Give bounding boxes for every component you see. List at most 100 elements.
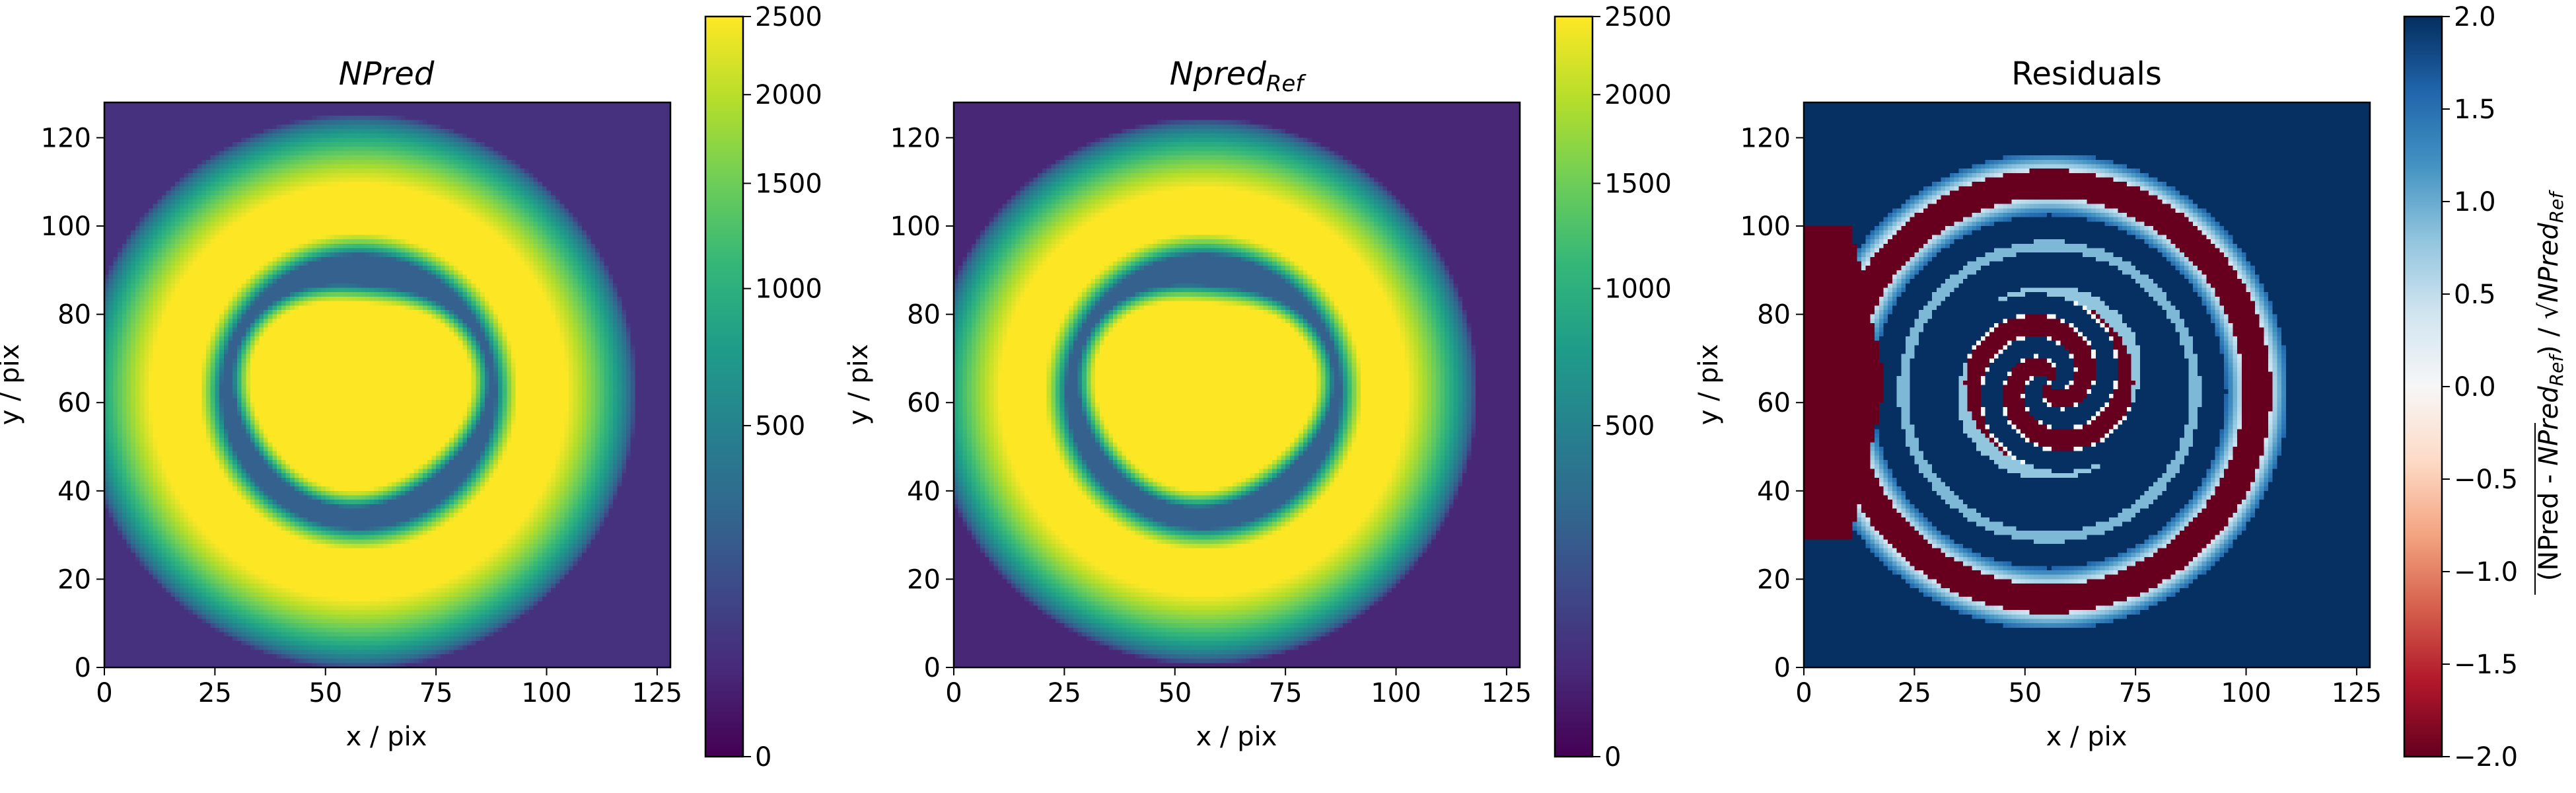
npred-x-axis-label: x / pix	[346, 722, 427, 752]
y-tick-label: 20	[1757, 564, 1791, 595]
x-tick-label: 100	[2221, 678, 2271, 708]
npred-axes-frame	[103, 101, 672, 669]
npred-ref-colorbar	[1555, 17, 1592, 757]
npred-ref-colorbar-frame	[1554, 15, 1594, 758]
y-tick-label: 60	[907, 388, 941, 418]
residuals-x-ticks: 0 25 50 75 100 125	[1795, 667, 2382, 708]
residuals-title: Residuals	[2011, 56, 2162, 93]
npred-y-axis-label: y / pix	[0, 344, 25, 426]
y-tick-label: 120	[1740, 123, 1791, 153]
y-tick-label: 100	[1740, 211, 1791, 242]
residuals-panel: Residuals 0 25 50 75 100 125 020406080100120 …	[1694, 2, 2567, 773]
x-tick-label: 0	[1795, 678, 1812, 708]
colorbar-tick-label: 2000	[1604, 80, 1672, 110]
colorbar-tick-label: 2.0	[2454, 2, 2496, 32]
x-tick-label: 125	[2332, 678, 2382, 708]
npred-ref-heatmap	[954, 102, 1520, 667]
cbar-label-part-3: ) / √	[2534, 302, 2564, 356]
npred-title: NPred	[339, 56, 435, 93]
x-tick-label: 75	[419, 678, 453, 708]
x-tick-label: 25	[1898, 678, 1931, 708]
x-tick-label: 50	[2008, 678, 2042, 708]
x-tick-label: 50	[308, 678, 342, 708]
y-tick-label: 0	[75, 653, 91, 683]
residuals-heatmap	[1804, 102, 2370, 667]
x-tick-label: 0	[96, 678, 112, 708]
residuals-y-ticks: 0 20 40 60 80 100 120	[1740, 123, 1804, 683]
npred-ref-colorbar-ticks: 0 500 1000 1500 2000 2500	[1592, 2, 1672, 773]
y-tick-label: 40	[907, 476, 941, 507]
x-tick-label: 100	[521, 678, 571, 708]
colorbar-tick-label: −2.0	[2454, 742, 2518, 773]
x-tick-label: 125	[1482, 678, 1532, 708]
npred-colorbar	[705, 17, 743, 757]
y-tick-label: 0	[924, 653, 941, 683]
colorbar-tick-label: 0.0	[2454, 372, 2496, 402]
colorbar-tick-label: 1.5	[2454, 94, 2496, 125]
x-tick-label: 50	[1158, 678, 1192, 708]
npred-ref-title-main: Npred	[1170, 56, 1267, 93]
residuals-x-axis-label: x / pix	[2046, 722, 2128, 752]
npred-ref-panel: NpredRef 0 25 50 75 100 125 0 20 40 60 80 100 120 x…	[843, 2, 1672, 773]
x-tick-label: 125	[632, 678, 682, 708]
y-tick-label: 100	[890, 211, 941, 242]
colorbar-tick-label: 1500	[1604, 169, 1672, 199]
residuals-axes-frame	[1803, 101, 2371, 669]
residuals-y-axis-label: y / pix	[1694, 344, 1724, 426]
y-tick-label: 120	[890, 123, 941, 153]
colorbar-tick-label: −1.5	[2454, 650, 2518, 680]
colorbar-tick-label: 0	[755, 742, 771, 773]
cbar-label-part-0: (NPred -	[2534, 466, 2564, 581]
npred-heatmap	[104, 102, 670, 667]
x-tick-label: 0	[945, 678, 962, 708]
npred-colorbar-frame	[704, 15, 744, 758]
colorbar-tick-label: −0.5	[2454, 465, 2518, 495]
npred-ref-axes-frame	[952, 101, 1521, 669]
colorbar-tick-label: −1.0	[2454, 557, 2518, 587]
npred-x-ticks: 0 25 50 75 100 125	[96, 667, 682, 708]
y-tick-label: 40	[1757, 476, 1791, 507]
npred-ref-y-axis-label: y / pix	[843, 344, 874, 426]
residuals-colorbar-ticks: −2.0 −1.5 −1.0 −0.5 0.0 0.5 1.0 1.5 2.0	[2442, 2, 2518, 773]
residuals-colorbar	[2404, 17, 2442, 757]
y-tick-label: 60	[1757, 388, 1791, 418]
y-tick-label: 60	[57, 388, 91, 418]
npred-ref-title-subscript: Ref	[1266, 71, 1307, 97]
npred-ref-y-ticks: 0 20 40 60 80 100 120	[890, 123, 954, 683]
cbar-label-part-5: Ref	[2546, 190, 2567, 223]
colorbar-tick-label: 500	[1604, 411, 1655, 441]
x-tick-label: 75	[1269, 678, 1303, 708]
y-tick-label: 100	[41, 211, 91, 242]
npred-y-ticks: 0 20 40 60 80 100 120	[41, 123, 104, 683]
residuals-colorbar-label: (NPred - NPredRef) / √NPredRef	[2534, 190, 2567, 582]
y-tick-label: 80	[1757, 300, 1791, 330]
y-tick-label: 0	[1774, 653, 1791, 683]
colorbar-tick-label: 0.5	[2454, 280, 2496, 310]
cbar-label-part-4: NPred	[2534, 223, 2564, 303]
y-tick-label: 20	[907, 564, 941, 595]
npred-ref-title: NpredRef	[1170, 56, 1307, 97]
x-tick-label: 25	[198, 678, 232, 708]
y-tick-label: 40	[57, 476, 91, 507]
x-tick-label: 100	[1371, 678, 1421, 708]
cbar-label-part-1: NPred	[2534, 386, 2564, 466]
colorbar-tick-label: 0	[1604, 742, 1621, 773]
cbar-label-part-2: Ref	[2546, 353, 2567, 387]
npred-ref-x-axis-label: x / pix	[1196, 722, 1277, 752]
npred-panel: NPred 0 25 50 75 100 125 0 20 40 60 80 100 120 x / …	[0, 2, 822, 773]
y-tick-label: 80	[57, 300, 91, 330]
y-tick-label: 120	[41, 123, 91, 153]
npred-ref-x-ticks: 0 25 50 75 100 125	[945, 667, 1532, 708]
npred-colorbar-ticks: 0 500 1000 1500 2000 2500	[743, 2, 822, 773]
colorbar-tick-label: 1500	[755, 169, 822, 199]
colorbar-tick-label: 2500	[1604, 2, 1672, 32]
x-tick-label: 25	[1048, 678, 1081, 708]
colorbar-tick-label: 2000	[755, 80, 822, 110]
x-tick-label: 75	[2119, 678, 2153, 708]
colorbar-tick-label: 500	[755, 411, 805, 441]
colorbar-tick-label: 1000	[1604, 274, 1672, 305]
colorbar-tick-label: 1000	[755, 274, 822, 305]
y-tick-label: 20	[57, 564, 91, 595]
colorbar-tick-label: 1.0	[2454, 187, 2496, 217]
